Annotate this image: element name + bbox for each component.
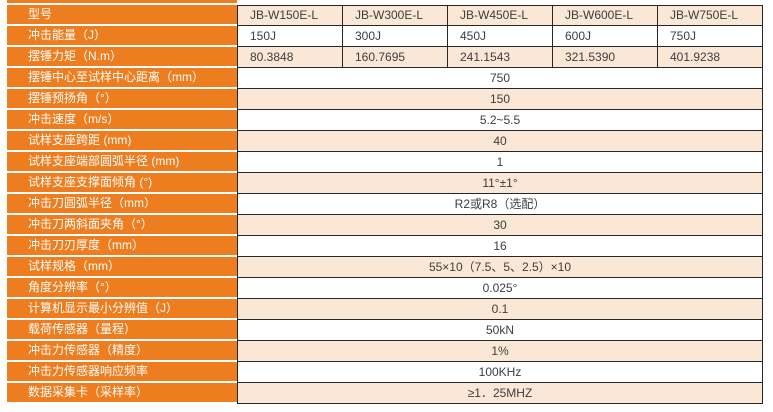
- spec-table: 型号 JB-W150E-L JB-W300E-L JB-W450E-L JB-W…: [7, 5, 763, 404]
- row-label: 冲击力传感器（精度）: [7, 341, 237, 362]
- model-name-cell: JB-W150E-L: [237, 5, 342, 26]
- merged-value-cell: 150: [237, 89, 763, 110]
- spec-row: 摆锤中心至试样中心距离（mm） 750: [7, 68, 763, 89]
- row-label: 冲击力传感器响应频率: [7, 362, 237, 383]
- row-label: 冲击刀圆弧半径（mm）: [7, 194, 237, 215]
- spec-row-pendulum-moment: 摆锤力矩（N.m） 80.3848 160.7695 241.1543 321.…: [7, 47, 763, 68]
- spec-value-cell: 160.7695: [342, 47, 447, 68]
- spec-row: 计算机显示最小分辨值（J） 0.1: [7, 299, 763, 320]
- spec-row: 冲击刀两斜面夹角（°） 30: [7, 215, 763, 236]
- spec-value-cell: 450J: [447, 26, 552, 47]
- merged-value-cell: 1: [237, 152, 763, 173]
- spec-row: 数据采集卡（采样率） ≥1．25MHZ: [7, 383, 763, 404]
- merged-value-cell: R2或R8（选配）: [237, 194, 763, 215]
- spec-value-cell: 241.1543: [447, 47, 552, 68]
- merged-value-cell: 0.025°: [237, 278, 763, 299]
- spec-row: 试样支座支撑面倾角 (°) 11°±1°: [7, 173, 763, 194]
- spec-value-cell: 321.5390: [552, 47, 657, 68]
- row-label: 摆锤力矩（N.m）: [7, 47, 237, 68]
- row-label: 载荷传感器（量程）: [7, 320, 237, 341]
- merged-value-cell: 30: [237, 215, 763, 236]
- row-label: 冲击刀刃厚度（mm）: [7, 236, 237, 257]
- spec-row: 试样支座跨距 (mm) 40: [7, 131, 763, 152]
- model-name-cell: JB-W450E-L: [447, 5, 552, 26]
- row-label: 计算机显示最小分辨值（J）: [7, 299, 237, 320]
- spec-row: 摆锤预扬角（°） 150: [7, 89, 763, 110]
- merged-value-cell: 100KHz: [237, 362, 763, 383]
- row-label: 冲击速度（m/s）: [7, 110, 237, 131]
- spec-row: 冲击力传感器（精度） 1%: [7, 341, 763, 362]
- row-label: 试样规格（mm）: [7, 257, 237, 278]
- spec-row: 试样规格（mm） 55×10（7.5、5、2.5）×10: [7, 257, 763, 278]
- row-label: 试样支座跨距 (mm): [7, 131, 237, 152]
- spec-value-cell: 300J: [342, 26, 447, 47]
- row-label: 试样支座支撑面倾角 (°): [7, 173, 237, 194]
- row-label: 角度分辨率（°）: [7, 278, 237, 299]
- merged-value-cell: 40: [237, 131, 763, 152]
- row-label: 冲击能量（J）: [7, 26, 237, 47]
- merged-value-cell: 11°±1°: [237, 173, 763, 194]
- spec-row: 角度分辨率（°） 0.025°: [7, 278, 763, 299]
- value-cells: 150J 300J 450J 600J 750J: [237, 26, 763, 47]
- merged-value-cell: ≥1．25MHZ: [237, 383, 763, 404]
- merged-value-cell: 55×10（7.5、5、2.5）×10: [237, 257, 763, 278]
- row-label-model: 型号: [7, 5, 237, 26]
- row-label: 冲击刀两斜面夹角（°）: [7, 215, 237, 236]
- value-cells: 80.3848 160.7695 241.1543 321.5390 401.9…: [237, 47, 763, 68]
- merged-value-cell: 0.1: [237, 299, 763, 320]
- model-name-cell: JB-W600E-L: [552, 5, 657, 26]
- model-name-cell: JB-W750E-L: [657, 5, 763, 26]
- spec-row: 冲击力传感器响应频率 100KHz: [7, 362, 763, 383]
- spec-row: 载荷传感器（量程） 50kN: [7, 320, 763, 341]
- merged-value-cell: 1%: [237, 341, 763, 362]
- row-label: 摆锤中心至试样中心距离（mm）: [7, 68, 237, 89]
- row-label: 数据采集卡（采样率）: [7, 383, 237, 404]
- spec-value-cell: 401.9238: [657, 47, 763, 68]
- spec-row-impact-energy: 冲击能量（J） 150J 300J 450J 600J 750J: [7, 26, 763, 47]
- spec-value-cell: 600J: [552, 26, 657, 47]
- row-label: 摆锤预扬角（°）: [7, 89, 237, 110]
- model-name-cell: JB-W300E-L: [342, 5, 447, 26]
- spec-row: 冲击速度（m/s） 5.2~5.5: [7, 110, 763, 131]
- model-header-cells: JB-W150E-L JB-W300E-L JB-W450E-L JB-W600…: [237, 5, 763, 26]
- merged-value-cell: 50kN: [237, 320, 763, 341]
- spec-row: 冲击刀圆弧半径（mm） R2或R8（选配）: [7, 194, 763, 215]
- spec-row: 冲击刀刃厚度（mm） 16: [7, 236, 763, 257]
- spec-value-cell: 750J: [657, 26, 763, 47]
- spec-row: 试样支座端部圆弧半径 (mm) 1: [7, 152, 763, 173]
- spec-value-cell: 150J: [237, 26, 342, 47]
- merged-value-cell: 16: [237, 236, 763, 257]
- cropped-row-edge-strip: [7, 0, 237, 3]
- merged-value-cell: 5.2~5.5: [237, 110, 763, 131]
- row-label: 试样支座端部圆弧半径 (mm): [7, 152, 237, 173]
- merged-value-cell: 750: [237, 68, 763, 89]
- spec-value-cell: 80.3848: [237, 47, 342, 68]
- model-header-row: 型号 JB-W150E-L JB-W300E-L JB-W450E-L JB-W…: [7, 5, 763, 26]
